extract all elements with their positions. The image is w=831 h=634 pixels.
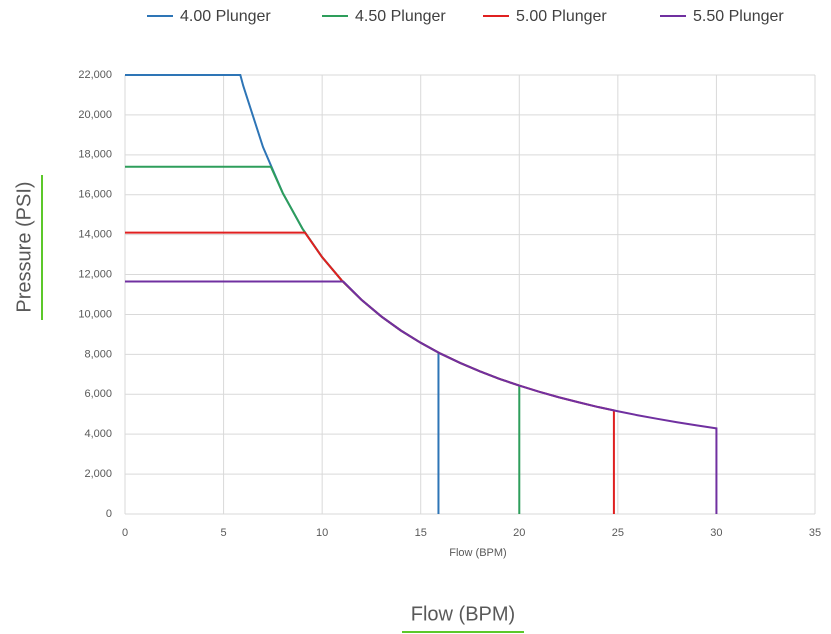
y-tick-label: 22,000 xyxy=(78,69,112,81)
x-tick-label: 0 xyxy=(122,527,128,539)
y-tick-label: 8,000 xyxy=(84,348,112,360)
x-tick-label: 15 xyxy=(415,527,427,539)
x-tick-label: 20 xyxy=(513,527,525,539)
y-tick-label: 2,000 xyxy=(84,468,112,480)
y-tick-label: 12,000 xyxy=(78,268,112,280)
x-tick-label: 25 xyxy=(612,527,624,539)
x-tick-label: 5 xyxy=(221,527,227,539)
x-tick-label: 10 xyxy=(316,527,328,539)
y-axis-title: Pressure (PSI) xyxy=(13,181,35,312)
legend-label: 4.00 Plunger xyxy=(180,8,271,25)
y-tick-label: 16,000 xyxy=(78,189,112,201)
y-tick-label: 0 xyxy=(106,508,112,520)
legend-label: 4.50 Plunger xyxy=(355,8,446,25)
series-line xyxy=(125,280,718,514)
legend-label: 5.00 Plunger xyxy=(516,8,607,25)
y-tick-label: 14,000 xyxy=(78,229,112,241)
y-tick-label: 4,000 xyxy=(84,428,112,440)
legend-label: 5.50 Plunger xyxy=(693,8,784,25)
y-tick-label: 6,000 xyxy=(84,388,112,400)
series-line xyxy=(125,74,440,514)
y-tick-label: 18,000 xyxy=(78,149,112,161)
y-tick-label: 10,000 xyxy=(78,308,112,320)
x-axis-title: Flow (BPM) xyxy=(449,547,506,559)
x-tick-label: 30 xyxy=(710,527,722,539)
outer-x-title: Flow (BPM) xyxy=(411,603,515,625)
y-tick-label: 20,000 xyxy=(78,109,112,121)
x-tick-label: 35 xyxy=(809,527,821,539)
